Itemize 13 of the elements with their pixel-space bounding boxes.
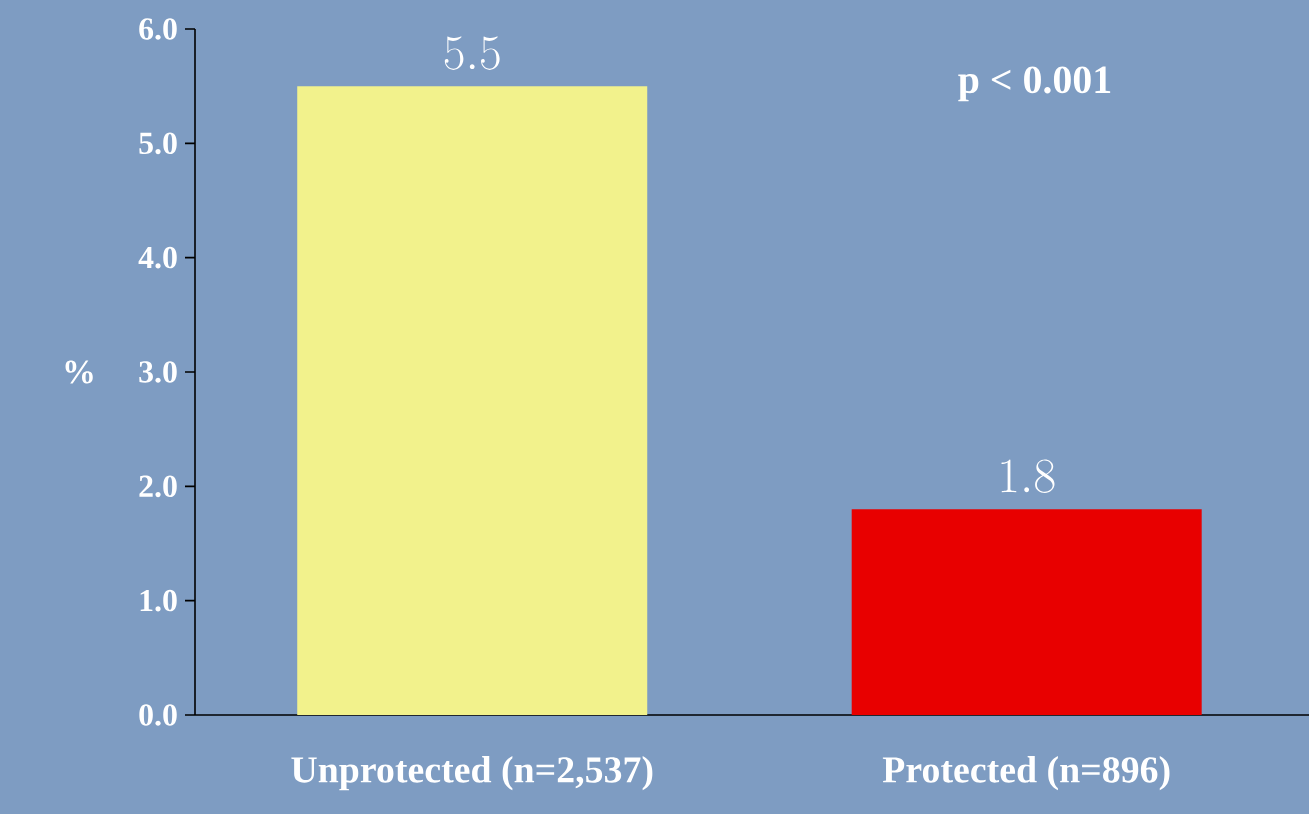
x-tick-label: Unprotected (n=2,537) bbox=[291, 756, 653, 791]
y-tick-label: 4.0 bbox=[138, 246, 177, 269]
y-axis-title: % bbox=[65, 360, 93, 384]
x-tick-label: Protected (n=896) bbox=[882, 756, 1170, 791]
annotation: p < 0.001 bbox=[958, 66, 1111, 102]
y-tick-label: 5.0 bbox=[139, 132, 177, 155]
data-label: 1 .8 bbox=[1001, 459, 1055, 493]
y-tick-label: 6.0 bbox=[139, 18, 177, 40]
data-label: 5.5 bbox=[444, 36, 500, 70]
y-tick-label: 3.0 bbox=[139, 361, 177, 383]
y-tick-label: 1.0 bbox=[140, 589, 177, 612]
y-tick-label: 0.0 bbox=[139, 704, 177, 726]
y-tick-label: 2.0 bbox=[139, 475, 177, 498]
